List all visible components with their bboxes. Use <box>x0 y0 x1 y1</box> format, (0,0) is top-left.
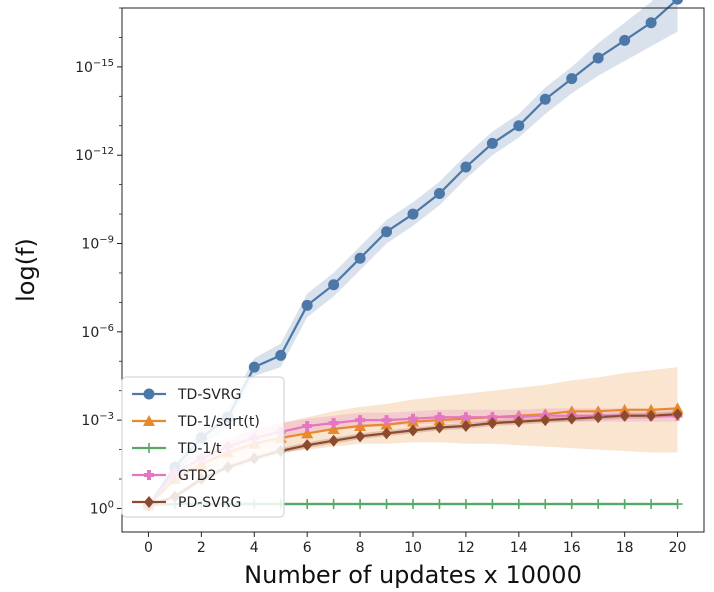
point-TD-SVRG <box>513 120 525 132</box>
point-GTD2 <box>355 415 366 426</box>
point-TD-SVRG <box>354 252 366 264</box>
y-axis-ticks: 100 10−3 10−6 10−9 10−12 10−15 <box>75 7 122 517</box>
point-GTD2 <box>328 418 339 429</box>
point-PD-SVRG <box>513 415 524 428</box>
legend-marker <box>144 443 154 453</box>
legend-marker <box>143 388 155 400</box>
legend-entry: TD-SVRG <box>132 387 241 403</box>
point-TD-SVRG <box>592 52 604 64</box>
point-PD-SVRG <box>328 434 339 447</box>
point-TD-1/t <box>646 499 657 510</box>
point-TD-SVRG <box>672 0 683 5</box>
point-TD-SVRG <box>566 73 578 85</box>
point-TD-1/t <box>672 499 683 510</box>
point-PD-SVRG <box>434 421 445 434</box>
x-tick-label: 8 <box>356 540 365 556</box>
point-TD-1/sqrt(t) <box>327 422 340 434</box>
point-GTD2 <box>408 413 418 424</box>
point-TD-1/t <box>566 499 577 510</box>
point-TD-1/t <box>355 499 366 510</box>
legend-entry: GTD2 <box>132 468 217 484</box>
point-PD-SVRG <box>381 427 392 440</box>
point-GTD2 <box>381 415 392 426</box>
point-PD-SVRG <box>460 420 471 433</box>
point-TD-SVRG <box>275 349 287 361</box>
legend-label: TD-SVRG <box>177 387 241 403</box>
legend-marker <box>144 470 154 480</box>
legend-label: TD-1/t <box>177 441 222 457</box>
point-TD-SVRG <box>407 208 419 220</box>
legend-marker <box>143 415 155 426</box>
point-TD-SVRG <box>328 279 340 291</box>
point-PD-SVRG <box>487 417 498 430</box>
y-tick-label: 10−3 <box>81 411 114 429</box>
point-TD-1/sqrt(t) <box>645 403 658 415</box>
x-tick-label: 0 <box>144 540 153 556</box>
x-axis-ticks: 0 2 4 6 8 10 12 14 16 18 20 <box>144 532 686 556</box>
x-tick-label: 18 <box>616 540 634 556</box>
point-PD-SVRG <box>619 409 630 422</box>
point-PD-SVRG <box>302 439 313 452</box>
y-axis-title: log(f) <box>12 238 40 302</box>
y-tick-label: 10−15 <box>75 58 114 76</box>
point-TD-1/t <box>460 499 471 510</box>
point-TD-SVRG <box>460 161 472 173</box>
legend-label: TD-1/sqrt(t) <box>177 414 260 430</box>
x-tick-label: 10 <box>404 540 422 556</box>
point-TD-1/t <box>434 499 445 510</box>
x-axis-title: Number of updates x 10000 <box>244 561 582 589</box>
point-TD-1/sqrt(t) <box>301 427 314 439</box>
y-tick-label: 10−9 <box>81 235 114 253</box>
point-TD-SVRG <box>381 226 393 238</box>
point-TD-1/t <box>540 499 551 510</box>
point-TD-SVRG <box>433 187 445 199</box>
point-PD-SVRG <box>408 424 418 437</box>
point-TD-1/t <box>381 499 392 510</box>
y-tick-label: 100 <box>90 499 114 517</box>
point-PD-SVRG <box>355 430 366 443</box>
x-tick-label: 6 <box>303 540 312 556</box>
point-TD-1/t <box>408 499 418 510</box>
point-GTD2 <box>434 412 445 423</box>
point-TD-SVRG <box>619 34 631 46</box>
point-TD-SVRG <box>486 137 498 149</box>
point-TD-SVRG <box>248 361 260 373</box>
point-TD-1/t <box>619 499 630 510</box>
legend-entry: PD-SVRG <box>132 495 241 511</box>
legend: TD-SVRG TD-1/sqrt(t) TD-1/t GTD2 PD-SVRG <box>121 376 285 518</box>
point-PD-SVRG <box>540 414 551 427</box>
y-tick-label: 10−6 <box>81 323 114 341</box>
point-TD-SVRG <box>301 299 313 311</box>
legend-marker <box>144 496 154 508</box>
legend-box <box>121 376 285 518</box>
point-PD-SVRG <box>646 409 657 422</box>
legend-label: PD-SVRG <box>178 495 241 511</box>
point-PD-SVRG <box>672 408 683 421</box>
point-TD-SVRG <box>539 93 551 105</box>
point-TD-1/t <box>302 499 313 510</box>
point-TD-SVRG <box>645 17 657 29</box>
x-tick-label: 20 <box>669 540 687 556</box>
point-TD-1/t <box>593 499 604 510</box>
point-GTD2 <box>302 421 313 432</box>
legend-entry: TD-1/sqrt(t) <box>132 414 260 430</box>
point-TD-1/sqrt(t) <box>671 402 684 414</box>
point-TD-1/sqrt(t) <box>354 420 367 432</box>
point-TD-1/sqrt(t) <box>618 403 631 415</box>
x-tick-label: 2 <box>197 540 206 556</box>
point-TD-1/t <box>513 499 524 510</box>
point-PD-SVRG <box>593 411 604 424</box>
point-TD-1/t <box>328 499 339 510</box>
legend-entry: TD-1/t <box>132 441 222 457</box>
y-tick-label: 10−12 <box>75 146 114 164</box>
x-tick-label: 4 <box>250 540 259 556</box>
point-TD-1/t <box>487 499 498 510</box>
x-tick-label: 12 <box>457 540 475 556</box>
point-PD-SVRG <box>566 412 577 425</box>
legend-label: GTD2 <box>178 468 217 484</box>
x-tick-label: 14 <box>510 540 528 556</box>
x-tick-label: 16 <box>563 540 581 556</box>
band-TD-SVRG <box>148 0 678 506</box>
